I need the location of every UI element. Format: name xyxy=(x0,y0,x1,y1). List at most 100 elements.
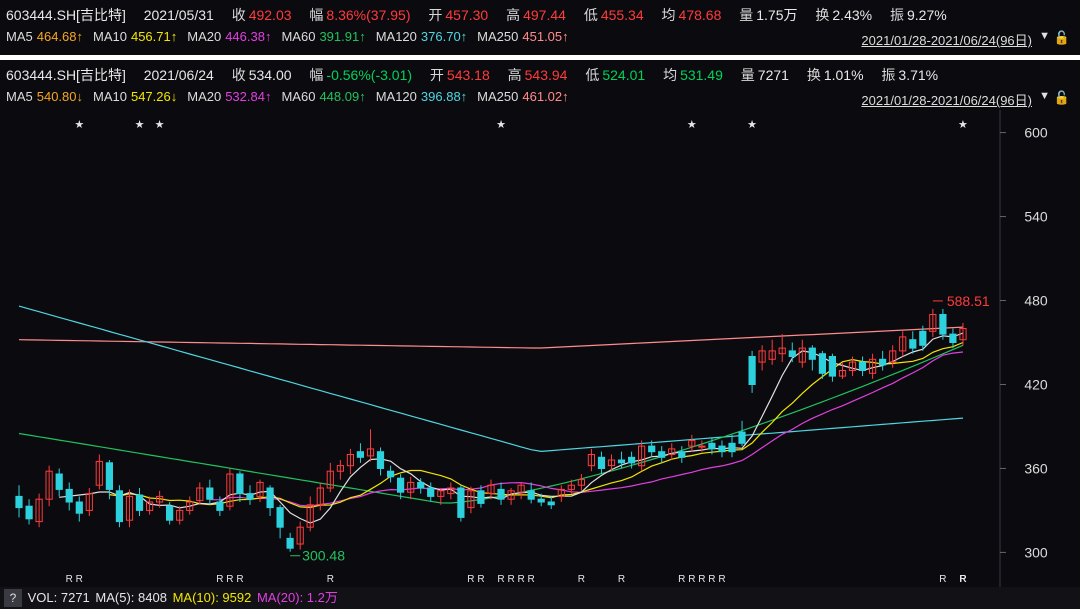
vol-ma20: MA(20): 1.2万 xyxy=(256,590,338,605)
candle-body xyxy=(286,537,294,549)
candle-body xyxy=(447,487,455,495)
candle-body xyxy=(567,484,575,490)
main-low: 524.01 xyxy=(602,67,646,83)
y-tick-label: 360 xyxy=(1024,460,1048,476)
top-change: 8.36%(37.95) xyxy=(326,7,411,23)
top-turnover: 2.43% xyxy=(832,7,873,23)
candle-body xyxy=(105,462,114,490)
candle-body xyxy=(949,333,957,344)
top-open: 457.30 xyxy=(445,7,489,23)
main-ma-row: MA5 540.80↓ MA10 547.26↓ MA20 532.84↑ MA60 448.… xyxy=(6,89,579,104)
top-date-range[interactable]: 2021/01/28-2021/06/24(96日) xyxy=(861,33,1032,48)
help-button[interactable]: ? xyxy=(4,589,22,607)
r-marker: R xyxy=(467,574,474,585)
candle-body xyxy=(457,487,465,518)
main-ma120-label: MA120 xyxy=(375,89,417,104)
top-ma5-label: MA5 xyxy=(6,29,33,44)
y-tick-label: 420 xyxy=(1024,376,1048,392)
candle-body xyxy=(156,495,164,503)
r-marker: R xyxy=(708,574,715,585)
main-ma60-label: MA60 xyxy=(281,89,316,104)
candle-body xyxy=(929,314,937,332)
star-marker: ★ xyxy=(496,119,506,131)
top-close: 492.03 xyxy=(248,7,292,23)
candle-body xyxy=(818,353,826,374)
r-marker: R xyxy=(959,574,966,585)
candle-body xyxy=(346,454,354,467)
candle-body xyxy=(35,498,43,523)
r-marker: R xyxy=(688,574,695,585)
candle-body xyxy=(858,361,867,372)
r-marker: R xyxy=(959,574,966,585)
candle-body xyxy=(527,490,535,500)
r-marker: R xyxy=(528,574,535,585)
candle-body xyxy=(658,451,666,458)
lock-icon[interactable]: 🔓 xyxy=(1053,30,1070,45)
main-lock-icon[interactable]: 🔓 xyxy=(1053,90,1070,105)
candle-body xyxy=(246,493,254,500)
candle-body xyxy=(487,484,495,495)
candle-body xyxy=(507,490,515,500)
volume-bar: ? VOL: 7271 MA(5): 8408 MA(10): 9592 MA(… xyxy=(0,587,1080,609)
main-dropdown-triangle-icon[interactable]: ▼ xyxy=(1039,90,1050,102)
ma20-line xyxy=(209,351,964,507)
main-stock-code: 603444.SH[吉比特] xyxy=(6,67,126,83)
ma120-line xyxy=(18,305,964,453)
main-ma120-value: 396.88↑ xyxy=(420,89,468,104)
main-ma250-value: 461.02↑ xyxy=(522,89,569,104)
candle-body xyxy=(336,465,344,472)
candle-body xyxy=(798,347,806,363)
candle-body xyxy=(889,350,897,363)
main-ma20-value: 532.84↑ xyxy=(225,89,272,104)
dropdown-triangle-icon[interactable]: ▼ xyxy=(1039,30,1050,42)
main-date-range[interactable]: 2021/01/28-2021/06/24(96日) xyxy=(861,93,1032,108)
r-marker: R xyxy=(327,574,334,585)
candle-body xyxy=(607,459,616,467)
candle-body xyxy=(557,488,565,497)
y-tick-label: 300 xyxy=(1024,544,1048,560)
candle-body xyxy=(25,505,33,520)
r-marker: R xyxy=(578,574,585,585)
candle-body xyxy=(738,431,746,444)
candle-body xyxy=(216,501,224,511)
candle-body xyxy=(547,501,555,506)
top-ma120-value: 376.70↑ xyxy=(420,29,468,44)
candle-body xyxy=(497,488,505,500)
r-marker: R xyxy=(518,574,525,585)
candle-body xyxy=(85,493,93,511)
main-volume: 7271 xyxy=(757,67,789,83)
candle-body xyxy=(869,358,877,374)
r-marker: R xyxy=(226,574,233,585)
candle-body xyxy=(306,504,314,528)
main-ma5-label: MA5 xyxy=(6,89,33,104)
main-amplitude: 3.71% xyxy=(898,67,939,83)
candle-body xyxy=(356,451,364,458)
top-ma20-value: 446.38↑ xyxy=(225,29,272,44)
candle-body xyxy=(628,456,636,464)
top-ma5-value: 464.68↑ xyxy=(36,29,83,44)
candle-body xyxy=(417,481,425,489)
candle-body xyxy=(296,526,304,545)
candle-body xyxy=(226,473,234,507)
candle-body xyxy=(206,487,214,500)
main-turnover: 1.01% xyxy=(823,67,864,83)
star-marker: ★ xyxy=(687,119,697,131)
candle-body xyxy=(768,350,776,360)
top-quote-row: 603444.SH[吉比特] 2021/05/31 收 492.03 幅 8.36%… xyxy=(6,7,947,23)
vol-ma5: MA(5): 8408 xyxy=(95,590,167,605)
vol-ma10: MA(10): 9592 xyxy=(172,590,252,605)
candle-body xyxy=(617,459,626,464)
top-avg: 478.68 xyxy=(678,7,722,23)
star-marker: ★ xyxy=(135,119,145,131)
top-ma60-label: MA60 xyxy=(281,29,316,44)
top-low: 455.34 xyxy=(600,7,644,23)
candle-body xyxy=(638,445,646,467)
r-marker: R xyxy=(959,574,966,585)
candle-body xyxy=(577,479,585,486)
r-marker: R xyxy=(618,574,625,585)
candle-body xyxy=(427,487,435,497)
main-panel: 603444.SH[吉比特] 2021/06/24 收 534.00 幅 -0.56… xyxy=(0,60,1080,609)
y-tick-label: 540 xyxy=(1024,209,1048,225)
candle-body xyxy=(166,505,174,521)
